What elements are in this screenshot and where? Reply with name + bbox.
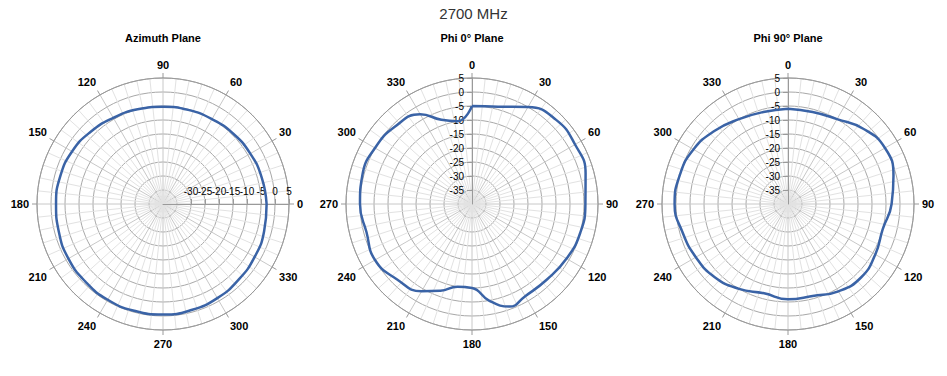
svg-text:270: 270 <box>636 198 654 210</box>
svg-text:0: 0 <box>458 87 464 98</box>
svg-text:-10: -10 <box>240 186 255 197</box>
svg-text:-25: -25 <box>766 157 781 168</box>
svg-text:150: 150 <box>539 320 557 332</box>
svg-text:150: 150 <box>855 320 873 332</box>
svg-text:210: 210 <box>29 271 47 283</box>
svg-text:-10: -10 <box>449 114 464 126</box>
svg-text:0: 0 <box>469 59 475 71</box>
svg-text:90: 90 <box>922 198 934 210</box>
svg-text:-20: -20 <box>766 143 781 154</box>
svg-text:330: 330 <box>387 76 405 88</box>
svg-text:30: 30 <box>279 126 291 138</box>
svg-text:270: 270 <box>320 198 338 210</box>
svg-text:-5: -5 <box>771 100 780 112</box>
svg-text:-15: -15 <box>450 129 465 140</box>
svg-text:-30: -30 <box>184 186 199 197</box>
svg-text:-25: -25 <box>450 157 465 168</box>
svg-text:120: 120 <box>78 76 96 88</box>
svg-text:240: 240 <box>654 271 672 283</box>
svg-text:240: 240 <box>338 271 356 283</box>
svg-text:150: 150 <box>29 126 47 138</box>
svg-text:240: 240 <box>78 320 96 332</box>
svg-text:Azimuth Plane: Azimuth Plane <box>125 32 201 44</box>
svg-text:-30: -30 <box>766 171 781 182</box>
svg-text:180: 180 <box>11 198 29 210</box>
svg-text:-30: -30 <box>450 171 465 182</box>
svg-text:0: 0 <box>774 87 780 98</box>
svg-text:Phi 0° Plane: Phi 0° Plane <box>440 32 503 44</box>
svg-text:300: 300 <box>654 126 672 138</box>
svg-text:30: 30 <box>539 76 551 88</box>
svg-text:180: 180 <box>779 338 797 350</box>
svg-text:210: 210 <box>387 320 405 332</box>
svg-text:-5: -5 <box>256 185 266 197</box>
svg-text:210: 210 <box>703 320 721 332</box>
svg-text:-10: -10 <box>766 115 781 126</box>
svg-text:5: 5 <box>458 73 464 84</box>
svg-text:-35: -35 <box>450 185 465 196</box>
svg-text:120: 120 <box>904 271 922 283</box>
svg-text:330: 330 <box>279 271 297 283</box>
svg-text:60: 60 <box>904 126 916 138</box>
svg-text:300: 300 <box>230 320 248 332</box>
svg-text:Phi 90° Plane: Phi 90° Plane <box>753 32 822 44</box>
svg-text:2700 MHz: 2700 MHz <box>439 5 507 22</box>
svg-text:120: 120 <box>588 271 606 283</box>
svg-text:90: 90 <box>606 198 618 210</box>
svg-text:-20: -20 <box>212 186 227 197</box>
svg-text:300: 300 <box>338 126 356 138</box>
svg-text:0: 0 <box>785 59 791 71</box>
svg-text:0: 0 <box>272 186 278 197</box>
svg-text:5: 5 <box>774 73 780 84</box>
svg-text:90: 90 <box>157 59 169 71</box>
svg-text:180: 180 <box>463 338 481 350</box>
svg-text:-15: -15 <box>226 186 241 197</box>
svg-text:-35: -35 <box>766 185 781 196</box>
svg-text:-5: -5 <box>455 101 464 112</box>
svg-text:-15: -15 <box>766 129 781 140</box>
svg-text:-20: -20 <box>450 143 465 154</box>
svg-text:60: 60 <box>588 126 600 138</box>
svg-text:-25: -25 <box>198 186 213 197</box>
svg-text:60: 60 <box>230 76 242 88</box>
svg-text:0: 0 <box>297 198 303 210</box>
svg-text:330: 330 <box>703 76 721 88</box>
svg-text:5: 5 <box>286 186 292 197</box>
svg-text:30: 30 <box>855 76 867 88</box>
svg-text:270: 270 <box>154 338 172 350</box>
